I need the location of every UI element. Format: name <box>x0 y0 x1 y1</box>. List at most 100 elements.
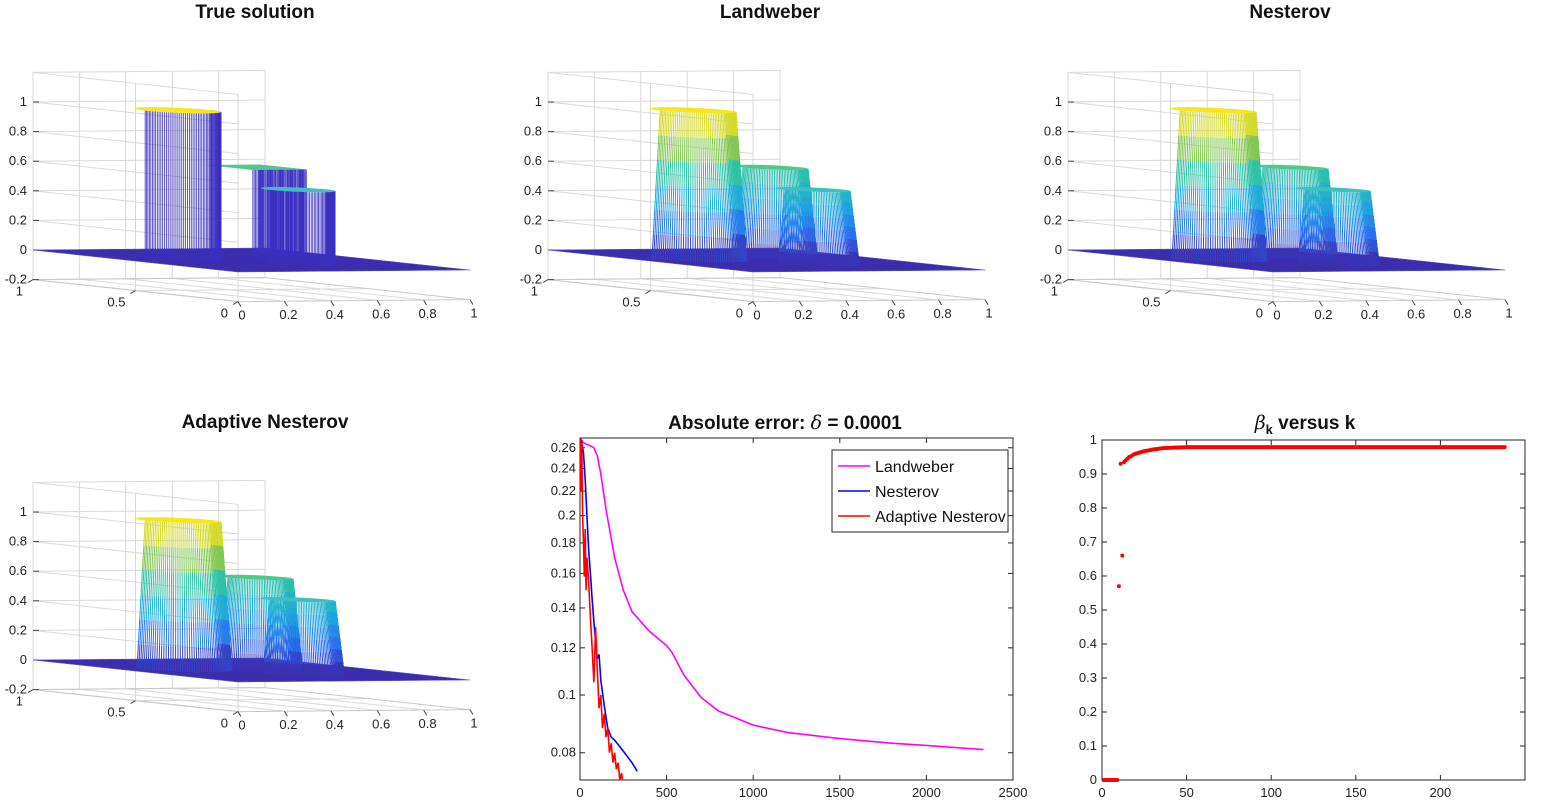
mesh-line <box>747 183 748 198</box>
mesh-line <box>213 623 214 648</box>
z-tick-label: 0 <box>20 652 27 667</box>
mesh-line <box>711 237 712 262</box>
mesh-line <box>794 240 795 252</box>
mesh-line <box>675 186 676 211</box>
mesh-line <box>712 138 713 163</box>
mesh-line <box>749 213 750 228</box>
mesh-line <box>669 136 670 161</box>
mesh-line <box>837 205 838 217</box>
mesh-line <box>161 646 162 671</box>
mesh-line <box>1273 198 1274 213</box>
mesh-line <box>239 593 240 608</box>
y-tick-mark <box>1166 291 1171 294</box>
mesh-line <box>841 230 842 242</box>
mesh-line <box>833 205 834 217</box>
mesh-line <box>318 615 319 627</box>
x-tick-mark <box>284 711 287 716</box>
mesh-line <box>720 163 721 188</box>
mesh-line <box>210 573 211 598</box>
mesh-line <box>1314 240 1315 252</box>
mesh-line <box>1243 213 1244 238</box>
mesh-line <box>1358 217 1359 229</box>
mesh-line <box>1235 163 1236 188</box>
mesh-line <box>235 623 236 638</box>
mesh-line <box>239 623 240 638</box>
mesh-line <box>710 188 711 213</box>
mesh-line <box>1313 170 1314 185</box>
mesh-line <box>1196 236 1197 261</box>
y-tick-mark <box>28 280 33 283</box>
mesh-line <box>1192 161 1193 186</box>
mesh-line <box>1313 191 1314 203</box>
mesh-line <box>661 160 662 185</box>
mesh-line <box>1276 169 1277 184</box>
mesh-line <box>756 213 757 228</box>
z-tick-label: 0.6 <box>9 153 27 168</box>
mesh-line <box>204 573 205 598</box>
mesh-line <box>831 217 832 229</box>
mesh-line <box>831 254 832 266</box>
mesh-line <box>316 627 317 639</box>
mesh-line <box>1355 192 1356 204</box>
mesh-line <box>1175 209 1176 234</box>
z-tick-label: 0 <box>1055 242 1062 257</box>
mesh-line <box>268 637 269 649</box>
x-tick-label: 0.8 <box>934 306 952 321</box>
mesh-line <box>1180 185 1181 210</box>
mesh-line <box>237 623 238 638</box>
mesh-line <box>1196 161 1197 186</box>
legend-label: Nesterov <box>875 484 939 501</box>
mesh-line <box>237 638 238 653</box>
mesh-line <box>717 213 718 238</box>
x-tick-mark <box>331 301 334 306</box>
mesh-line <box>789 170 790 185</box>
mesh-line <box>196 647 197 672</box>
mesh-line <box>1193 186 1194 211</box>
x-tick-label: 0.4 <box>326 717 344 732</box>
mesh-line <box>1352 192 1353 204</box>
mesh-line <box>317 627 318 639</box>
mesh-line <box>755 184 756 199</box>
mesh-line <box>1227 163 1228 188</box>
mesh-line <box>1315 253 1316 265</box>
x-tick-mark <box>238 712 241 717</box>
panel-title: Nesterov <box>1035 2 1545 24</box>
mesh-line <box>1351 192 1352 204</box>
mesh-line <box>152 546 153 571</box>
mesh-line <box>322 615 323 627</box>
mesh-line <box>162 621 163 646</box>
mesh-line <box>205 523 206 548</box>
mesh-line <box>326 627 327 639</box>
mesh-line <box>798 191 799 203</box>
mesh-line <box>1266 228 1267 243</box>
mesh-line <box>1198 137 1199 162</box>
mesh-line <box>230 608 231 623</box>
mesh-line <box>319 627 320 639</box>
mesh-line <box>192 548 193 573</box>
y-tick-label: 0.1 <box>558 687 576 702</box>
mesh-line <box>326 640 327 652</box>
mesh-line <box>831 192 832 204</box>
mesh-line <box>203 548 204 573</box>
title-suffix: = 0.0001 <box>822 413 902 434</box>
mesh-line <box>1246 213 1247 238</box>
mesh-line <box>1311 170 1312 185</box>
mesh-line <box>725 188 726 213</box>
mesh-line <box>665 136 666 161</box>
mesh-line <box>1306 170 1307 185</box>
mesh-line <box>232 623 233 638</box>
mesh-line <box>743 198 744 213</box>
mesh-line <box>272 580 273 595</box>
y-tick-label: 0.9 <box>1079 466 1097 481</box>
mesh-line <box>709 138 710 163</box>
mesh-line <box>672 211 673 236</box>
mesh-line <box>672 236 673 261</box>
title-suffix: versus k <box>1273 413 1355 434</box>
mesh-line <box>1272 228 1273 243</box>
mesh-line <box>1274 169 1275 184</box>
mesh-line <box>150 595 151 620</box>
mesh-line <box>713 163 714 188</box>
title-prefix: Absolute error: <box>668 413 811 434</box>
panel-title: Adaptive Nesterov <box>0 412 530 434</box>
